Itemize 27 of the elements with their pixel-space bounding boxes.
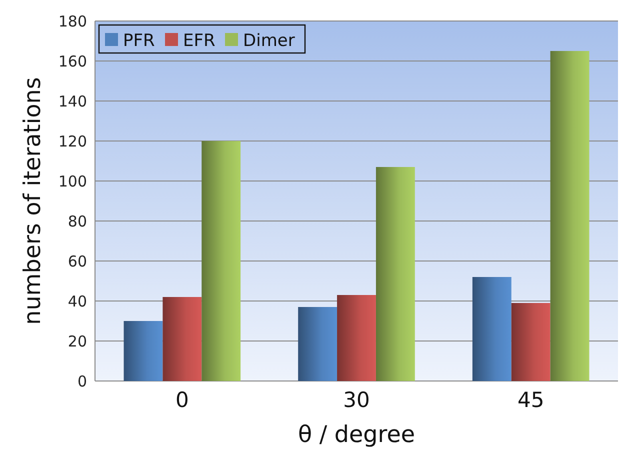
legend-label: PFR bbox=[123, 31, 156, 51]
x-axis-title: θ / degree bbox=[298, 422, 416, 448]
bar bbox=[472, 277, 512, 381]
y-tick-label: 160 bbox=[58, 52, 87, 70]
bar bbox=[162, 297, 202, 381]
bar bbox=[298, 307, 338, 381]
x-tick-label: 0 bbox=[175, 388, 189, 412]
y-tick-label: 100 bbox=[58, 172, 87, 190]
y-tick-label: 120 bbox=[58, 132, 87, 150]
legend-label: Dimer bbox=[243, 31, 295, 51]
y-tick-label: 60 bbox=[68, 252, 87, 270]
bar bbox=[202, 141, 241, 381]
y-tick-label: 140 bbox=[58, 92, 87, 110]
bar bbox=[124, 321, 163, 381]
bar bbox=[376, 167, 415, 381]
y-tick-label: 40 bbox=[68, 292, 87, 310]
y-tick-label: 80 bbox=[68, 212, 87, 230]
bar bbox=[550, 51, 590, 381]
y-tick-label: 20 bbox=[68, 332, 87, 350]
x-tick-label: 30 bbox=[343, 388, 370, 412]
bar bbox=[511, 303, 550, 381]
legend-label: EFR bbox=[183, 31, 216, 51]
x-tick-label: 45 bbox=[517, 388, 544, 412]
y-tick-label: 0 bbox=[77, 372, 87, 390]
y-axis-title: numbers of iterations bbox=[20, 77, 46, 325]
y-tick-label: 180 bbox=[58, 12, 87, 30]
bar bbox=[337, 295, 376, 381]
